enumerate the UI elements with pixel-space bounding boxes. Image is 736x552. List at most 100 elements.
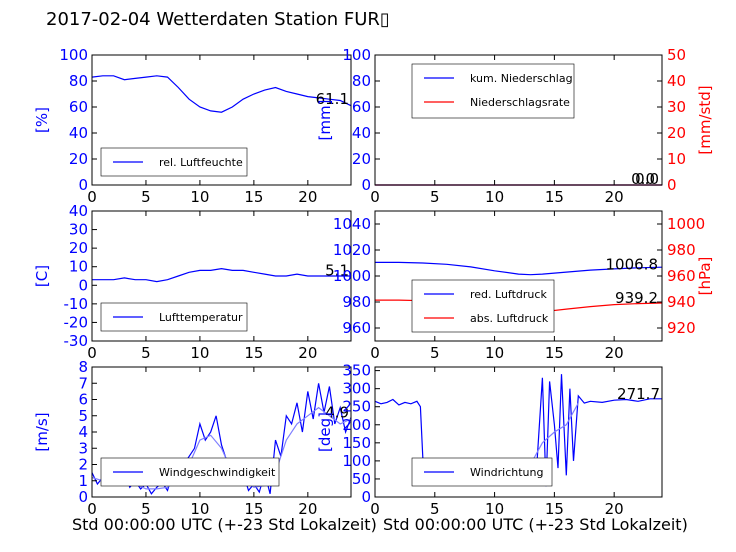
- y-tick-label: 40: [352, 124, 371, 142]
- y2-tick-label: 10: [667, 150, 686, 168]
- legend-label: red. Luftdruck: [470, 288, 547, 301]
- y2-tick-label: 920: [667, 319, 696, 337]
- x-tick-label: 10: [190, 500, 209, 518]
- y-axis-label-temperature: [C]: [33, 265, 51, 287]
- y-tick-label: 250: [342, 398, 371, 416]
- value-annotation-humidity: 61.1: [316, 90, 349, 108]
- y-tick-label: 1040: [333, 215, 371, 233]
- y2-tick-label: 1000: [667, 215, 705, 233]
- y-tick-label: 80: [352, 72, 371, 90]
- x-tick-label: 15: [244, 188, 263, 206]
- x-tick-label: 15: [545, 500, 564, 518]
- x-tick-label: 20: [298, 188, 317, 206]
- y-tick-label: 300: [342, 380, 371, 398]
- panel-humidity: 0 5 10 15 20 0 20 40 60 80 100 [%] rel. Luftfeuchte 6…: [33, 46, 352, 206]
- y-tick-label: 4: [78, 423, 88, 441]
- x-tick-label: 10: [485, 344, 504, 362]
- value-annotation-wind-speed: 4.9: [325, 404, 349, 422]
- y-tick-label: 2: [78, 456, 88, 474]
- series-line-temperature-0: [92, 267, 351, 283]
- x-tick-label: 15: [244, 500, 263, 518]
- value-annotation-temperature: 5.1: [325, 261, 349, 279]
- x-tick-label: 10: [485, 188, 504, 206]
- x-tick-label: 20: [605, 344, 624, 362]
- x-tick-label: 15: [244, 344, 263, 362]
- panel-precip: 0 5 10 15 20 0 20 40 60 80 100 [mm] 0 10 20 30 40 50 [mm/s…: [316, 46, 714, 206]
- y-tick-label: 20: [69, 239, 88, 257]
- plot-frame-temperature: [91, 210, 352, 342]
- panel-wind-speed: 0 5 10 15 20012345678[m/s]Windgeschwindigkei…: [33, 358, 352, 518]
- y-tick-label: 960: [342, 319, 371, 337]
- y-tick-label: 60: [69, 98, 88, 116]
- legend-label: abs. Luftdruck: [470, 312, 549, 325]
- value-annotation-precip: 0.0: [635, 170, 659, 188]
- y-tick-label: 20: [69, 150, 88, 168]
- legend-label: Windrichtung: [470, 466, 543, 479]
- x-tick-label: 20: [605, 500, 624, 518]
- series-line-pressure-0: [375, 261, 663, 276]
- value-annotation-precip: 0.0: [631, 170, 655, 188]
- x-tick-label: 0: [87, 188, 97, 206]
- legend-label: kum. Niederschlag: [470, 72, 573, 85]
- y-axis-label-humidity: [%]: [33, 107, 51, 133]
- x-tick-label: 5: [141, 344, 151, 362]
- y-axis-label-wind-speed: [m/s]: [33, 412, 51, 451]
- value-annotation-pressure: 1006.8: [606, 255, 659, 273]
- y-tick-label: 0: [78, 176, 88, 194]
- x-tick-label: 10: [485, 500, 504, 518]
- panel-pressure: 0 5 10 15 20 960 980 1000 1020 1040 920 940 960 980 10…: [333, 210, 714, 362]
- y-tick-label: -10: [64, 295, 89, 313]
- x-tick-label: 15: [545, 188, 564, 206]
- x-tick-label: 15: [545, 344, 564, 362]
- y-tick-label: 3: [78, 439, 88, 457]
- x-tick-label: 20: [298, 344, 317, 362]
- y-tick-label: 1: [78, 472, 88, 490]
- y-tick-label: 40: [69, 202, 88, 220]
- legend-box-pressure: [411, 279, 555, 333]
- y2-axis-label-precip: [mm/std]: [696, 85, 714, 154]
- x-tick-label: 0: [370, 188, 380, 206]
- y-axis-label-precip: [mm]: [316, 100, 334, 141]
- panel-wind-direction: 0 5 10 15 20050100150200250300350[deg]Windri…: [316, 362, 663, 518]
- y-tick-label: 10: [69, 258, 88, 276]
- y-axis-label-wind-direction: [deg]: [316, 412, 334, 452]
- y-tick-label: 5: [78, 407, 88, 425]
- y-tick-label: 100: [59, 46, 88, 64]
- y2-tick-label: 20: [667, 124, 686, 142]
- y-tick-label: 150: [342, 434, 371, 452]
- plot-frame-wind-direction: [374, 366, 663, 498]
- y-tick-label: -30: [64, 332, 89, 350]
- y-tick-label: 0: [361, 176, 371, 194]
- plot-frame-humidity: [91, 54, 352, 186]
- legend-label: Windgeschwindigkeit: [159, 466, 276, 479]
- x-axis-label-left: Std 00:00:00 UTC (+-23 Std Lokalzeit): [72, 515, 377, 534]
- y2-tick-label: 40: [667, 72, 686, 90]
- y-tick-label: 6: [78, 391, 88, 409]
- x-tick-label: 0: [370, 344, 380, 362]
- y2-tick-label: 940: [667, 293, 696, 311]
- y-tick-label: 20: [352, 150, 371, 168]
- series-line-humidity-0: [91, 75, 352, 113]
- x-tick-label: 5: [141, 188, 151, 206]
- figure-title: 2017-02-04 Wetterdaten Station FUR▯: [46, 9, 390, 30]
- x-tick-label: 5: [430, 188, 440, 206]
- x-tick-label: 0: [87, 500, 97, 518]
- panel-temperature: 0 5 10 15 20-30-20-10010203040[C]Lufttempera…: [33, 202, 352, 362]
- y-tick-label: 0: [361, 488, 371, 506]
- legend-label: Niederschlagsrate: [470, 96, 570, 109]
- x-tick-label: 5: [430, 500, 440, 518]
- y-tick-label: 100: [342, 452, 371, 470]
- x-tick-label: 10: [190, 344, 209, 362]
- x-tick-label: 5: [430, 344, 440, 362]
- legend-label: rel. Luftfeuchte: [159, 156, 243, 169]
- value-annotation-pressure: 939.2: [615, 289, 658, 307]
- legend-box-precip: [411, 63, 575, 119]
- y-tick-label: 0: [78, 488, 88, 506]
- y-tick-label: 1020: [333, 241, 371, 259]
- x-tick-label: 5: [141, 500, 151, 518]
- y-tick-label: 40: [69, 124, 88, 142]
- x-tick-label: 0: [370, 500, 380, 518]
- y-tick-label: 7: [78, 374, 88, 392]
